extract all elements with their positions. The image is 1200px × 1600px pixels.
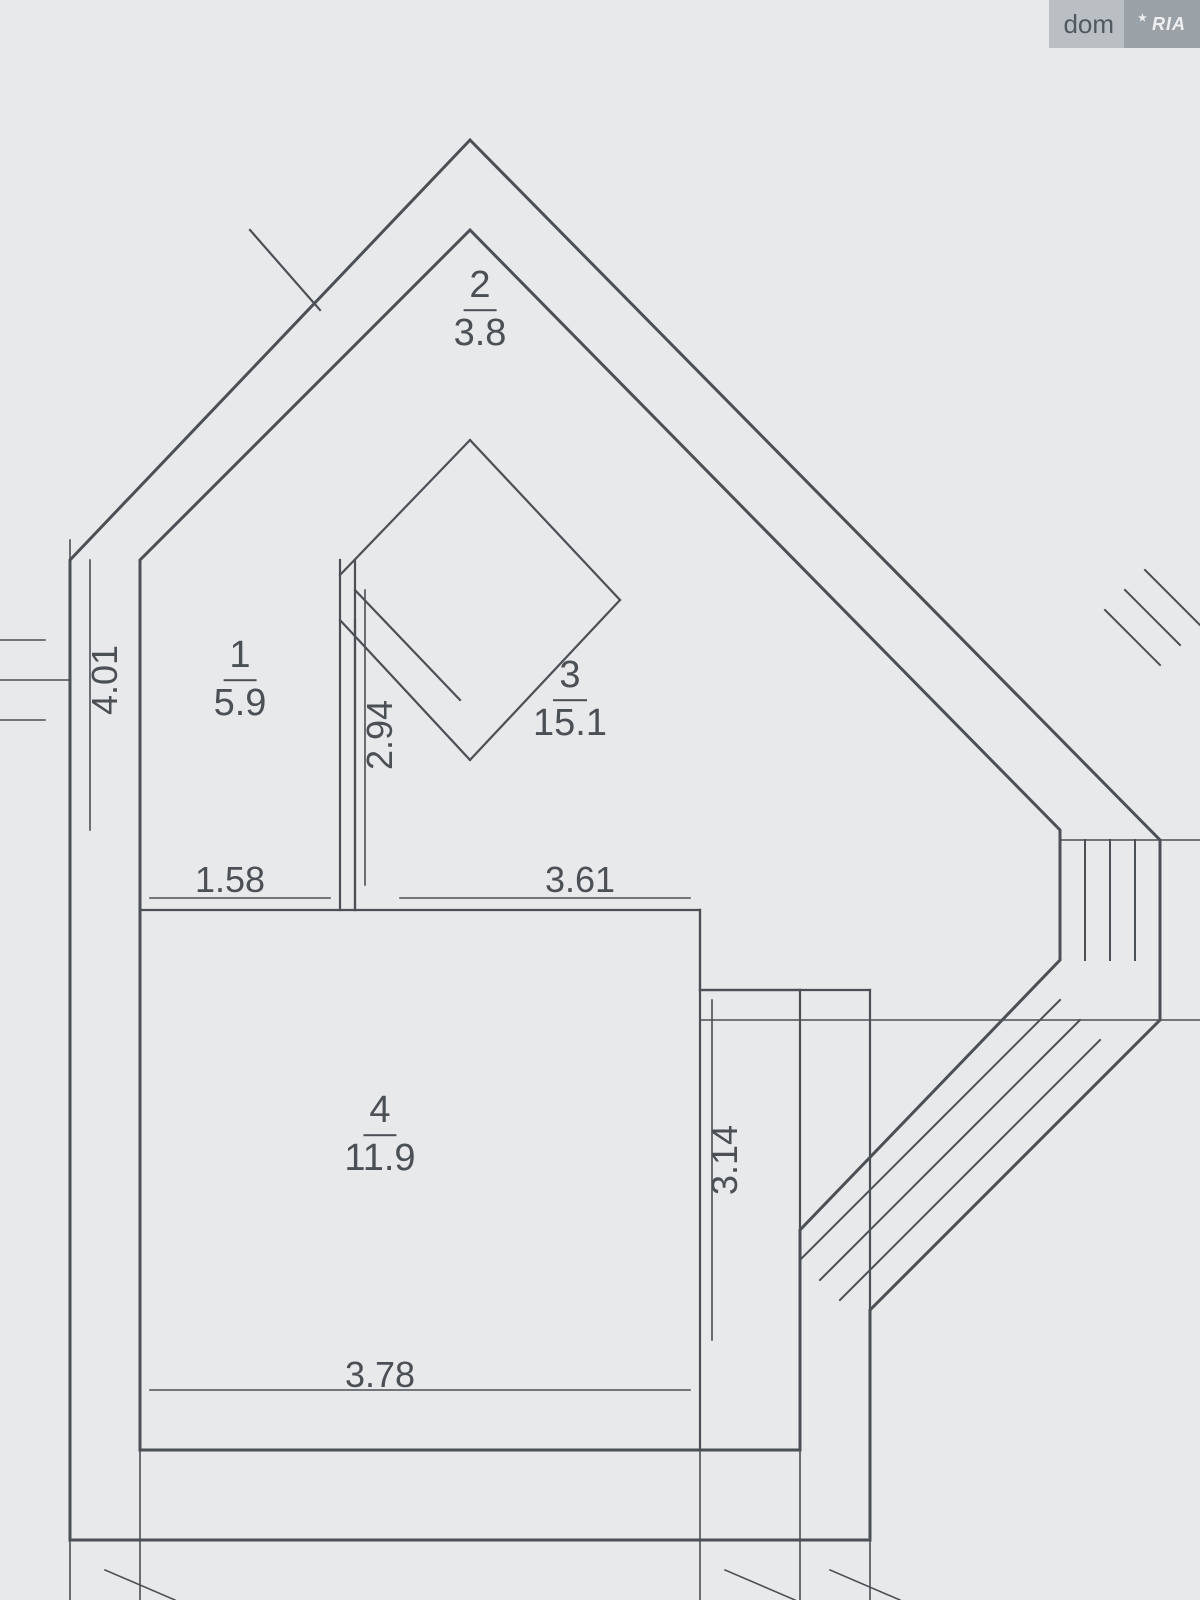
room-label-1: 15.9 xyxy=(214,635,267,725)
dimension-label: 1.58 xyxy=(195,859,265,901)
watermark-dom: dom xyxy=(1049,0,1124,48)
room-area: 3.8 xyxy=(454,311,507,355)
watermark-ria: ★ RIA xyxy=(1124,0,1200,48)
room-label-4: 411.9 xyxy=(344,1090,415,1180)
dimension-label: 3.14 xyxy=(704,1125,746,1195)
room-label-2: 23.8 xyxy=(454,265,507,355)
room-number: 3 xyxy=(553,655,586,701)
dimension-label: 3.61 xyxy=(545,859,615,901)
room-area: 5.9 xyxy=(214,681,267,725)
dimension-label: 4.01 xyxy=(84,645,126,715)
room-label-3: 315.1 xyxy=(533,655,607,745)
room-area: 11.9 xyxy=(344,1136,415,1180)
dimension-label: 3.78 xyxy=(345,1354,415,1396)
room-number: 4 xyxy=(363,1090,396,1136)
room-number: 1 xyxy=(223,635,256,681)
floor-plan-canvas: 15.9 23.8 315.1 411.9 4.01 1.58 2.94 3.61 3.78 3.… xyxy=(0,0,1200,1600)
watermark: dom ★ RIA xyxy=(1049,0,1200,48)
floor-plan-svg xyxy=(0,0,1200,1600)
dimension-label: 2.94 xyxy=(359,700,401,770)
watermark-ria-text: RIA xyxy=(1152,14,1186,35)
room-number: 2 xyxy=(463,265,496,311)
room-area: 15.1 xyxy=(533,701,607,745)
star-icon: ★ xyxy=(1138,13,1148,24)
